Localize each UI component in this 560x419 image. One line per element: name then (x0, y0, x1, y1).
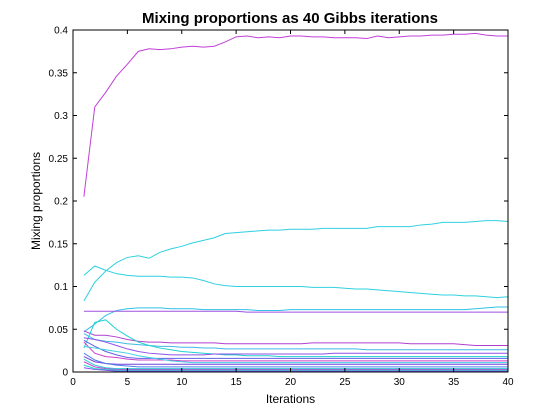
y-tick-label: 0 (62, 368, 68, 379)
series-line-6 (83, 330, 508, 346)
series-line-8 (83, 319, 508, 358)
series-line-18 (83, 367, 508, 372)
x-tick-label: 40 (502, 377, 514, 388)
y-axis: 0 0.05 0.1 0.15 0.2 0.25 0.3 0.35 0.4 (49, 26, 508, 379)
series-line-3 (83, 265, 509, 299)
y-tick-label: 0.25 (49, 154, 69, 165)
y-tick-label: 0.3 (54, 111, 68, 122)
x-tick-label: 0 (70, 377, 76, 388)
series-line-11 (83, 341, 508, 362)
x-tick-label: 30 (394, 377, 406, 388)
y-tick-label: 0.15 (49, 239, 69, 250)
series-line-7 (83, 333, 508, 351)
series-line-13 (83, 356, 508, 365)
x-tick-label: 25 (339, 377, 351, 388)
y-tick-label: 0.2 (54, 197, 68, 208)
series-layer (83, 32, 509, 372)
plot-area: 0 5 10 15 20 25 30 35 40 00.050.10.150.20.250.30… (49, 26, 514, 389)
series-line-17 (83, 364, 508, 371)
series-line-9 (83, 337, 508, 356)
series-line-14 (83, 352, 508, 368)
x-tick-label: 10 (176, 377, 188, 388)
y-axis-label: Mixing proportions (29, 152, 43, 250)
x-tick-label: 5 (125, 377, 131, 388)
x-axis: 0 5 10 15 20 25 30 35 40 (70, 30, 514, 388)
series-line-16 (83, 361, 508, 370)
x-tick-label: 15 (231, 377, 243, 388)
series-line-2 (83, 220, 509, 302)
x-tick-label: 20 (285, 377, 297, 388)
x-tick-label: 35 (448, 377, 460, 388)
y-tick-label: 0.35 (49, 68, 69, 79)
series-line-12 (83, 345, 508, 364)
series-line-15 (83, 358, 508, 370)
x-axis-label: Iterations (266, 392, 315, 406)
y-tick-label: 0.05 (49, 325, 69, 336)
y-tick-label: 0.4 (54, 26, 68, 37)
series-line-1 (83, 32, 508, 197)
series-line-4 (83, 306, 508, 333)
y-tick-label: 0.1 (54, 282, 68, 293)
chart-title: Mixing proportions as 40 Gibbs iteration… (142, 10, 438, 27)
plot-background (73, 30, 508, 372)
series-line-5 (83, 310, 508, 313)
